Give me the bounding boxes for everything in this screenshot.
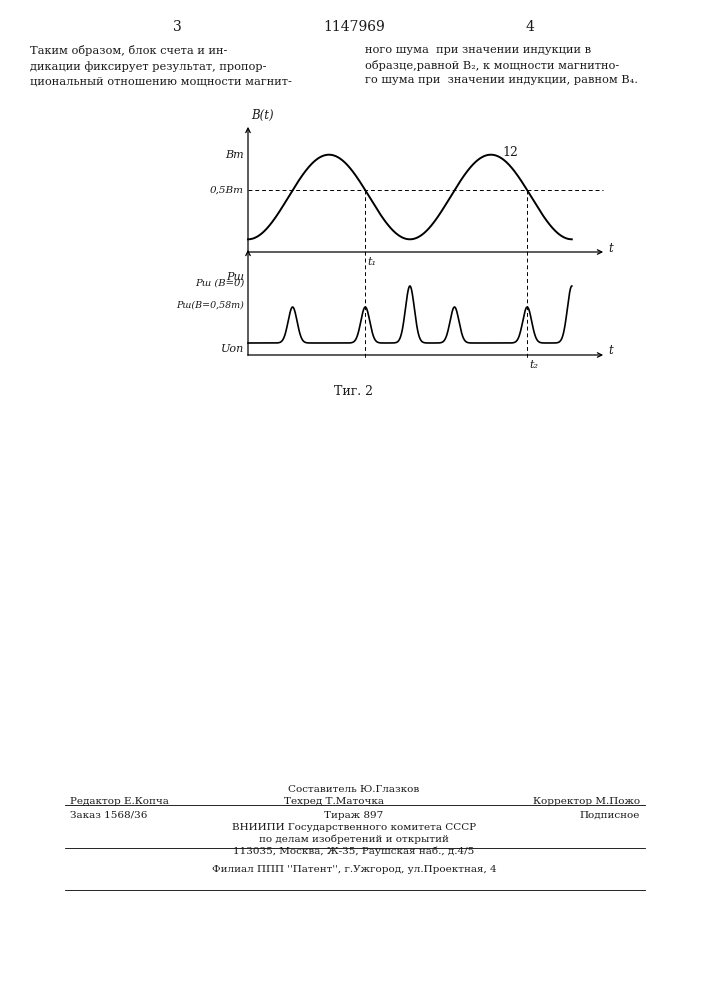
Text: Тираж 897: Тираж 897 — [325, 810, 384, 820]
Text: Составитель Ю.Глазков: Составитель Ю.Глазков — [288, 784, 420, 794]
Text: ВНИИПИ Государственного комитета СССР: ВНИИПИ Государственного комитета СССР — [232, 822, 476, 832]
Text: 4: 4 — [525, 20, 534, 34]
Text: Редактор Е.Копча: Редактор Е.Копча — [70, 796, 169, 806]
Text: Uоп: Uоп — [221, 344, 244, 354]
Text: t: t — [608, 344, 613, 358]
Text: t: t — [608, 241, 613, 254]
Text: 1147969: 1147969 — [323, 20, 385, 34]
Text: Pш(В=0,58m): Pш(В=0,58m) — [176, 301, 244, 310]
Text: t₁: t₁ — [368, 257, 376, 267]
Text: ного шума  при значении индукции в
образце,равной B₂, к мощности магнитно-
го шу: ного шума при значении индукции в образц… — [365, 45, 638, 85]
Text: Подписное: Подписное — [580, 810, 640, 820]
Text: Таким образом, блок счета и ин-
дикации фиксирует результат, пропор-
циональный : Таким образом, блок счета и ин- дикации … — [30, 45, 292, 86]
Text: B(t): B(t) — [251, 109, 274, 122]
Text: Τиг. 2: Τиг. 2 — [334, 385, 373, 398]
Text: t₂: t₂ — [530, 360, 538, 370]
Text: Техред Т.Маточка: Техред Т.Маточка — [284, 796, 384, 806]
Text: 113035, Москва, Ж-35, Раушская наб., д.4/5: 113035, Москва, Ж-35, Раушская наб., д.4… — [233, 846, 474, 856]
Text: Bm: Bm — [226, 150, 244, 160]
Text: 0,5Bm: 0,5Bm — [210, 186, 244, 195]
Text: Заказ 1568/36: Заказ 1568/36 — [70, 810, 147, 820]
Text: Филиал ППП ''Патент'', г.Ужгород, ул.Проектная, 4: Филиал ППП ''Патент'', г.Ужгород, ул.Про… — [211, 864, 496, 874]
Text: 12: 12 — [503, 146, 519, 159]
Text: Pш (В=0): Pш (В=0) — [194, 278, 244, 288]
Text: Pш: Pш — [226, 272, 244, 282]
Text: Корректор М.Пожо: Корректор М.Пожо — [533, 796, 640, 806]
Text: по делам изобретений и открытий: по делам изобретений и открытий — [259, 834, 449, 844]
Text: 3: 3 — [173, 20, 182, 34]
